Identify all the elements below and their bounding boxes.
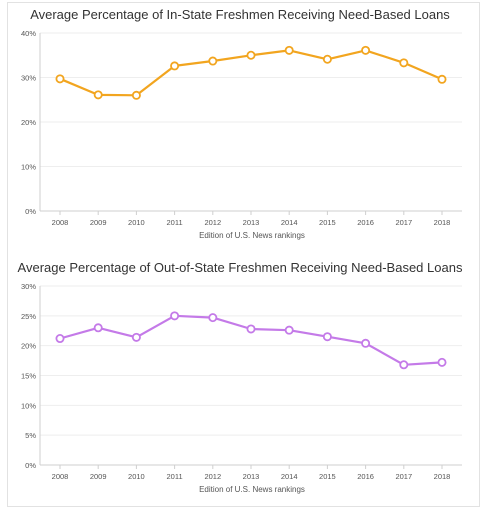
chart-title: Average Percentage of In-State Freshmen … xyxy=(30,7,450,22)
data-point xyxy=(93,90,103,100)
data-point xyxy=(437,74,447,84)
y-tick-label: 20% xyxy=(21,342,36,351)
data-point xyxy=(322,54,332,64)
y-tick-label: 30% xyxy=(21,282,36,291)
y-tick-label: 25% xyxy=(21,312,36,321)
y-tick-label: 30% xyxy=(21,74,36,83)
data-point xyxy=(131,332,141,342)
y-tick-label: 5% xyxy=(25,431,36,440)
data-point xyxy=(170,61,180,71)
data-point xyxy=(284,45,294,55)
x-axis-label: Edition of U.S. News rankings xyxy=(199,485,305,494)
data-point xyxy=(246,50,256,60)
chart-in-state: Average Percentage of In-State Freshmen … xyxy=(21,7,462,240)
x-tick-label: 2016 xyxy=(357,218,374,227)
x-tick-label: 2010 xyxy=(128,218,145,227)
data-point xyxy=(399,360,409,370)
x-tick-label: 2010 xyxy=(128,472,145,481)
y-tick-label: 0% xyxy=(25,461,36,470)
x-tick-label: 2012 xyxy=(204,472,221,481)
data-point xyxy=(437,357,447,367)
x-tick-label: 2009 xyxy=(90,472,107,481)
data-point xyxy=(93,323,103,333)
x-tick-label: 2014 xyxy=(281,218,298,227)
data-point xyxy=(322,332,332,342)
data-point xyxy=(55,334,65,344)
data-point xyxy=(208,313,218,323)
chart-title: Average Percentage of Out-of-State Fresh… xyxy=(18,260,463,275)
x-tick-label: 2009 xyxy=(90,218,107,227)
y-tick-label: 10% xyxy=(21,163,36,172)
x-tick-label: 2018 xyxy=(434,472,451,481)
x-tick-label: 2008 xyxy=(52,218,69,227)
data-point xyxy=(399,58,409,68)
data-point xyxy=(361,338,371,348)
chart-frame xyxy=(7,2,480,507)
x-tick-label: 2015 xyxy=(319,472,336,481)
x-tick-label: 2017 xyxy=(395,472,412,481)
x-tick-label: 2017 xyxy=(395,218,412,227)
data-point xyxy=(361,45,371,55)
x-tick-label: 2013 xyxy=(243,218,260,227)
y-tick-label: 0% xyxy=(25,207,36,216)
series-line xyxy=(59,314,443,366)
x-tick-label: 2018 xyxy=(434,218,451,227)
x-tick-label: 2008 xyxy=(52,472,69,481)
y-tick-label: 10% xyxy=(21,401,36,410)
data-point xyxy=(131,90,141,100)
y-tick-label: 40% xyxy=(21,29,36,38)
data-point xyxy=(246,324,256,334)
data-point xyxy=(170,311,180,321)
data-point xyxy=(284,325,294,335)
x-tick-label: 2016 xyxy=(357,472,374,481)
data-point xyxy=(55,74,65,84)
data-point xyxy=(208,56,218,66)
x-tick-label: 2012 xyxy=(204,218,221,227)
y-tick-label: 15% xyxy=(21,372,36,381)
x-tick-label: 2015 xyxy=(319,218,336,227)
x-tick-label: 2013 xyxy=(243,472,260,481)
y-tick-label: 20% xyxy=(21,118,36,127)
x-axis-label: Edition of U.S. News rankings xyxy=(199,231,305,240)
x-tick-label: 2011 xyxy=(167,218,183,227)
x-tick-label: 2011 xyxy=(167,472,183,481)
x-tick-label: 2014 xyxy=(281,472,298,481)
